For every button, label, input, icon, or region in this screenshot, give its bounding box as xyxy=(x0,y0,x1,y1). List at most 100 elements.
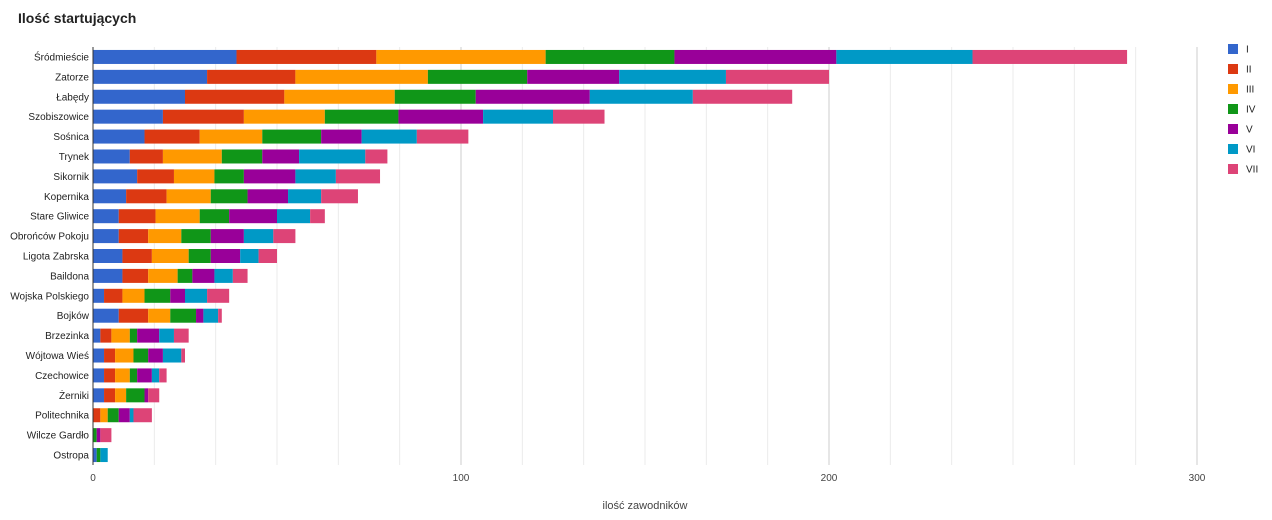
bar-segment[interactable] xyxy=(122,249,152,263)
bar-segment[interactable] xyxy=(284,89,395,104)
bar-segment[interactable] xyxy=(126,388,145,403)
bar-segment[interactable] xyxy=(725,69,829,84)
bar-segment[interactable] xyxy=(93,189,127,204)
bar-segment[interactable] xyxy=(394,89,476,104)
bar-segment[interactable] xyxy=(619,69,726,84)
bar-segment[interactable] xyxy=(203,308,219,323)
bar-segment[interactable] xyxy=(295,69,428,84)
bar-segment[interactable] xyxy=(148,229,182,244)
bar-segment[interactable] xyxy=(100,428,112,443)
bar-segment[interactable] xyxy=(243,169,296,184)
bar-segment[interactable] xyxy=(214,169,244,184)
bar-segment[interactable] xyxy=(321,129,362,144)
bar-segment[interactable] xyxy=(115,368,130,383)
bar-segment[interactable] xyxy=(104,368,116,383)
bar-segment[interactable] xyxy=(545,49,675,64)
bar-segment[interactable] xyxy=(376,49,546,64)
bar-segment[interactable] xyxy=(214,268,233,283)
bar-segment[interactable] xyxy=(104,388,116,403)
bar-segment[interactable] xyxy=(93,428,97,443)
bar-segment[interactable] xyxy=(129,328,138,343)
bar-segment[interactable] xyxy=(240,249,259,263)
bar-segment[interactable] xyxy=(148,308,171,323)
bar-segment[interactable] xyxy=(96,448,101,463)
bar-segment[interactable] xyxy=(288,189,322,204)
bar-segment[interactable] xyxy=(159,328,174,343)
bar-segment[interactable] xyxy=(262,129,322,144)
bar-segment[interactable] xyxy=(93,69,208,84)
bar-segment[interactable] xyxy=(173,328,189,343)
bar-segment[interactable] xyxy=(589,89,693,104)
bar-segment[interactable] xyxy=(118,408,130,423)
bar-segment[interactable] xyxy=(93,328,101,343)
bar-segment[interactable] xyxy=(262,149,300,164)
bar-segment[interactable] xyxy=(104,288,123,303)
bar-segment[interactable] xyxy=(196,308,204,323)
bar-segment[interactable] xyxy=(170,288,185,303)
bar-segment[interactable] xyxy=(177,268,193,283)
bar-segment[interactable] xyxy=(321,189,358,204)
bar-segment[interactable] xyxy=(118,209,156,224)
bar-segment[interactable] xyxy=(159,368,167,383)
bar-segment[interactable] xyxy=(155,209,200,224)
bar-segment[interactable] xyxy=(100,408,108,423)
bar-segment[interactable] xyxy=(218,308,222,323)
bar-segment[interactable] xyxy=(100,448,108,463)
bar-segment[interactable] xyxy=(148,268,178,283)
bar-segment[interactable] xyxy=(93,268,123,283)
bar-segment[interactable] xyxy=(137,328,160,343)
bar-segment[interactable] xyxy=(181,348,185,363)
bar-segment[interactable] xyxy=(236,49,377,64)
bar-segment[interactable] xyxy=(674,49,837,64)
bar-segment[interactable] xyxy=(162,348,182,363)
bar-segment[interactable] xyxy=(151,368,160,383)
bar-segment[interactable] xyxy=(96,428,101,443)
bar-segment[interactable] xyxy=(137,368,152,383)
bar-segment[interactable] xyxy=(93,89,185,104)
bar-segment[interactable] xyxy=(118,308,149,323)
bar-segment[interactable] xyxy=(310,209,325,224)
bar-segment[interactable] xyxy=(100,328,112,343)
bar-segment[interactable] xyxy=(207,69,296,84)
bar-segment[interactable] xyxy=(122,268,149,283)
bar-segment[interactable] xyxy=(210,229,244,244)
bar-segment[interactable] xyxy=(133,408,152,423)
bar-segment[interactable] xyxy=(93,408,101,423)
bar-segment[interactable] xyxy=(553,109,605,124)
bar-segment[interactable] xyxy=(93,288,105,303)
bar-segment[interactable] xyxy=(144,288,171,303)
bar-segment[interactable] xyxy=(199,209,230,224)
bar-segment[interactable] xyxy=(93,209,119,224)
bar-segment[interactable] xyxy=(93,49,237,64)
bar-segment[interactable] xyxy=(398,109,484,124)
bar-segment[interactable] xyxy=(483,109,553,124)
bar-segment[interactable] xyxy=(243,109,325,124)
bar-segment[interactable] xyxy=(122,288,145,303)
bar-segment[interactable] xyxy=(229,209,277,224)
bar-segment[interactable] xyxy=(258,249,277,263)
bar-segment[interactable] xyxy=(181,229,211,244)
bar-segment[interactable] xyxy=(93,149,130,164)
bar-segment[interactable] xyxy=(277,209,311,224)
bar-segment[interactable] xyxy=(93,129,145,144)
bar-segment[interactable] xyxy=(188,249,211,263)
bar-segment[interactable] xyxy=(93,308,119,323)
bar-segment[interactable] xyxy=(185,89,285,104)
bar-segment[interactable] xyxy=(144,388,149,403)
bar-segment[interactable] xyxy=(107,408,119,423)
bar-segment[interactable] xyxy=(129,408,134,423)
bar-segment[interactable] xyxy=(836,49,973,64)
bar-segment[interactable] xyxy=(93,109,163,124)
bar-segment[interactable] xyxy=(93,169,138,184)
bar-segment[interactable] xyxy=(115,388,127,403)
bar-segment[interactable] xyxy=(365,149,388,164)
bar-segment[interactable] xyxy=(427,69,528,84)
bar-segment[interactable] xyxy=(324,109,399,124)
bar-segment[interactable] xyxy=(192,268,215,283)
bar-segment[interactable] xyxy=(148,348,163,363)
bar-segment[interactable] xyxy=(185,288,208,303)
bar-segment[interactable] xyxy=(129,149,163,164)
bar-segment[interactable] xyxy=(199,129,263,144)
bar-segment[interactable] xyxy=(295,169,336,184)
bar-segment[interactable] xyxy=(137,169,174,184)
